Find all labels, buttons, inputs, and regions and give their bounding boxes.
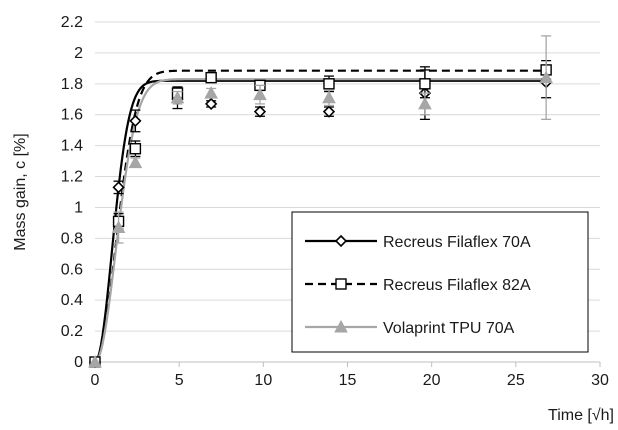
legend: Recreus Filaflex 70A Recreus Filaflex 82A… (291, 211, 589, 353)
gridlines (95, 21, 600, 332)
y-tick-label: 2.2 (61, 14, 83, 31)
diamond-marker (322, 105, 336, 118)
x-tick-label: 15 (339, 372, 357, 389)
fit-curve (94, 79, 550, 363)
y-tick-label: 1.2 (61, 169, 83, 186)
triangle-marker (111, 220, 126, 234)
diamond-marker (129, 114, 142, 128)
series-points (88, 35, 553, 368)
x-axis-title: Time [√h] (548, 407, 614, 424)
square-marker (323, 78, 335, 90)
y-tick-label: 0.6 (61, 261, 83, 278)
triangle-marker (170, 90, 185, 104)
triangle-marker (128, 155, 143, 169)
diamond-marker (205, 97, 218, 111)
square-marker (205, 71, 217, 84)
triangle-marker (322, 90, 336, 104)
legend-item: Recreus Filaflex 70A (305, 234, 531, 251)
triangle-marker (334, 319, 348, 333)
x-tick-label: 5 (175, 372, 184, 389)
x-tick-label: 10 (254, 372, 272, 389)
y-axis-title: Mass gain, c [%] (12, 133, 29, 250)
x-tick-label: 30 (591, 372, 609, 389)
legend-label: Recreus Filaflex 82A (383, 277, 531, 294)
triangle-marker (204, 86, 218, 99)
square-marker (419, 78, 431, 90)
y-tick-label: 1 (74, 199, 83, 216)
triangle-marker (88, 354, 102, 368)
diamond-marker (112, 181, 125, 194)
y-tick-label: 0.2 (61, 323, 83, 340)
legend-label: Volaprint TPU 70A (383, 320, 515, 337)
fit-curve (94, 78, 550, 363)
x-tick-label: 0 (91, 372, 100, 389)
x-tick-label: 20 (423, 372, 441, 389)
y-tick-label: 1.6 (61, 107, 83, 124)
square-marker (129, 143, 142, 155)
legend-item: Volaprint TPU 70A (305, 319, 515, 337)
y-tick-label: 2 (74, 45, 83, 62)
diamond-marker (253, 105, 267, 118)
tick-labels: 0 0.2 0.4 0.6 0.8 1 1.2 1.4 1.6 1.8 2 2.2 0 5 10 15 20 25… (61, 14, 609, 389)
y-tick-label: 0.8 (61, 230, 83, 247)
triangle-marker (539, 70, 553, 84)
axes (94, 361, 601, 367)
fit-curve (94, 69, 550, 363)
triangle-marker (253, 87, 267, 101)
x-tick-label: 25 (507, 372, 525, 389)
legend-item: Recreus Filaflex 82A (305, 277, 531, 294)
triangle-marker (418, 96, 432, 110)
y-tick-label: 1.8 (61, 76, 83, 93)
diamond-marker (334, 234, 348, 248)
legend-items: Recreus Filaflex 70A Recreus Filaflex 82A… (305, 234, 531, 337)
y-tick-label: 1.4 (61, 138, 83, 155)
legend-label: Recreus Filaflex 70A (383, 234, 531, 251)
y-tick-label: 0.4 (61, 292, 83, 309)
square-marker (335, 278, 347, 290)
y-tick-label: 0 (74, 354, 83, 371)
series-layer (88, 35, 553, 369)
